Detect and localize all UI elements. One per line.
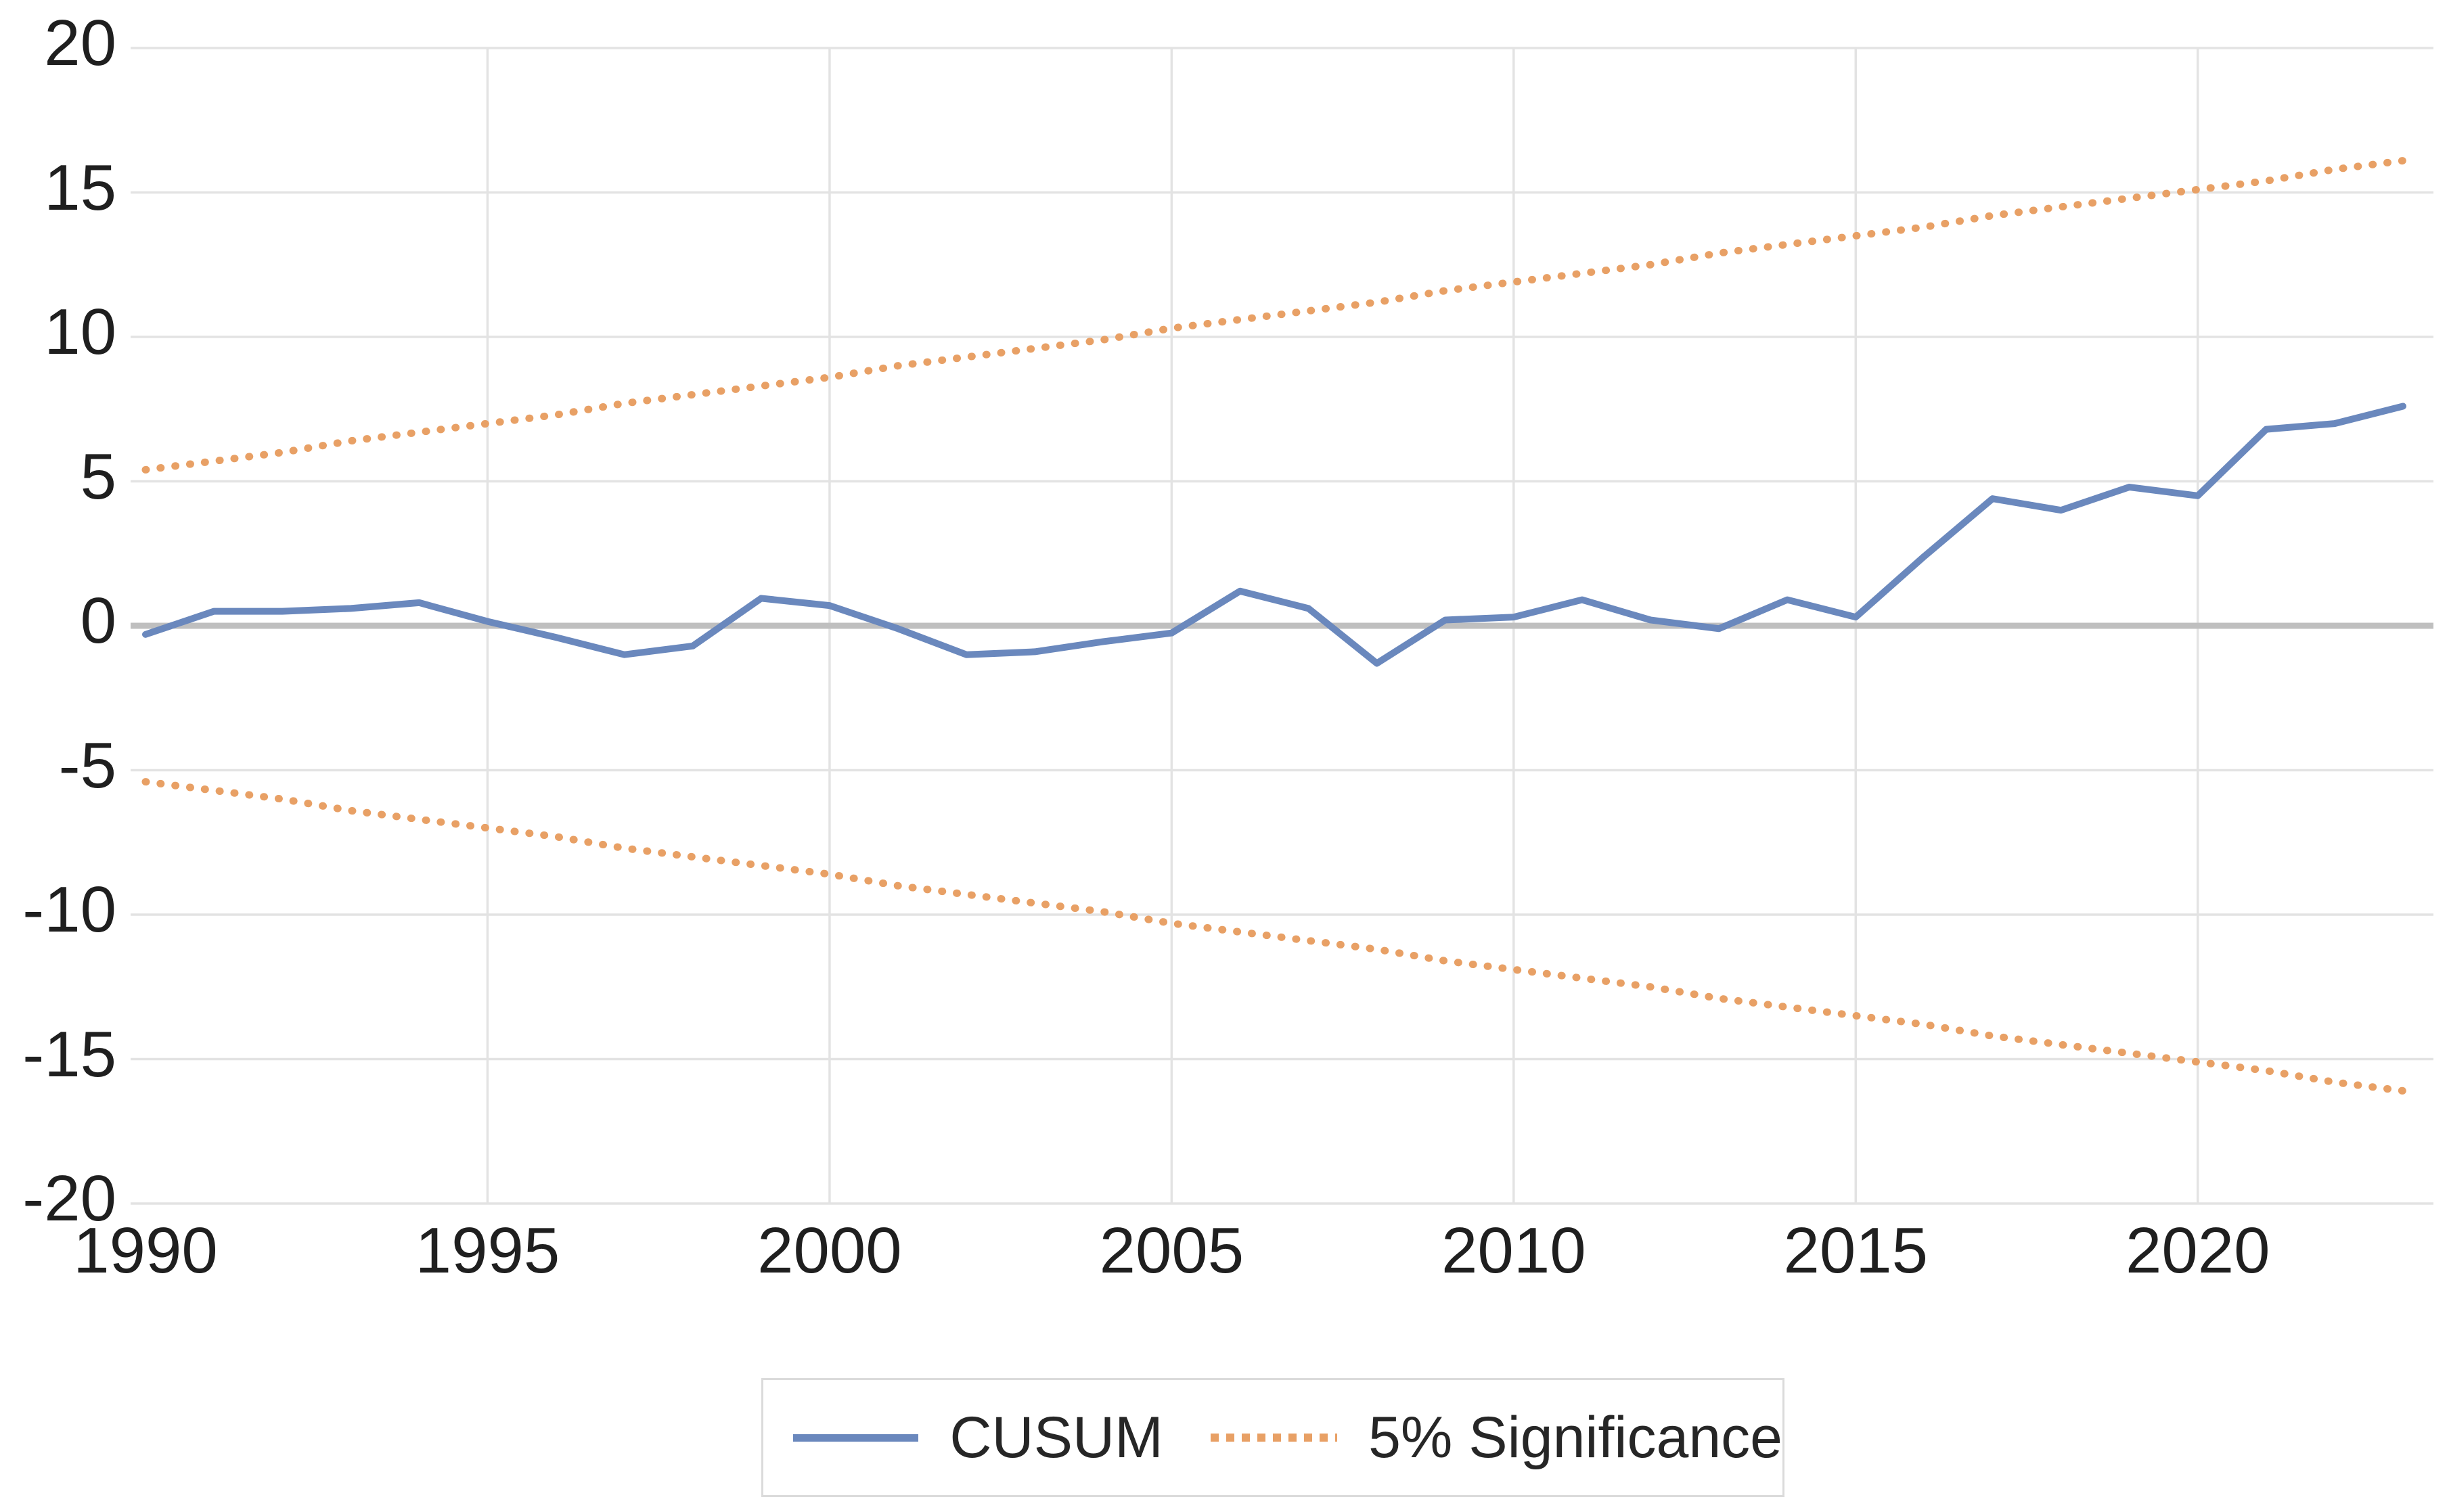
cusum-line [142, 403, 2406, 667]
cusum-line-swatch [793, 1434, 919, 1442]
y-tick-label: 5 [80, 440, 116, 513]
significance-line-swatch [1210, 1434, 1338, 1442]
x-tick-label: 2020 [2125, 1214, 2270, 1287]
x-tick-label: 2015 [1783, 1214, 1929, 1287]
x-tick-label: 1990 [73, 1214, 218, 1287]
x-tick-label: 2010 [1441, 1214, 1586, 1287]
x-tick-label: 1995 [415, 1214, 560, 1287]
x-tick-label: 2005 [1099, 1214, 1244, 1287]
legend: CUSUM 5% Significance [761, 1378, 1784, 1497]
y-tick-label: 20 [44, 7, 116, 79]
significance-upper-line [141, 157, 2407, 474]
y-tick-label: -10 [22, 873, 116, 946]
y-tick-label: -20 [22, 1162, 116, 1235]
legend-cusum-label: CUSUM [949, 1405, 1163, 1470]
y-tick-label: -15 [22, 1017, 116, 1091]
y-tick-label: -5 [58, 729, 116, 802]
x-tick-label: 2000 [757, 1214, 902, 1287]
legend-significance-label: 5% Significance [1368, 1405, 1782, 1470]
y-tick-label: 15 [44, 151, 116, 224]
y-tick-label: 10 [44, 296, 116, 368]
y-tick-label: 0 [80, 585, 116, 657]
significance-lower-line [141, 778, 2407, 1095]
